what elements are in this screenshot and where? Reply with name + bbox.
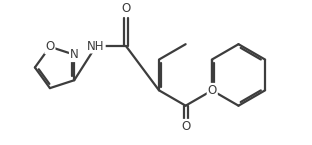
Text: O: O	[121, 2, 131, 15]
Text: O: O	[207, 84, 217, 97]
Text: NH: NH	[87, 40, 105, 53]
Text: N: N	[70, 48, 79, 61]
Text: O: O	[45, 40, 55, 53]
Text: O: O	[181, 120, 190, 133]
